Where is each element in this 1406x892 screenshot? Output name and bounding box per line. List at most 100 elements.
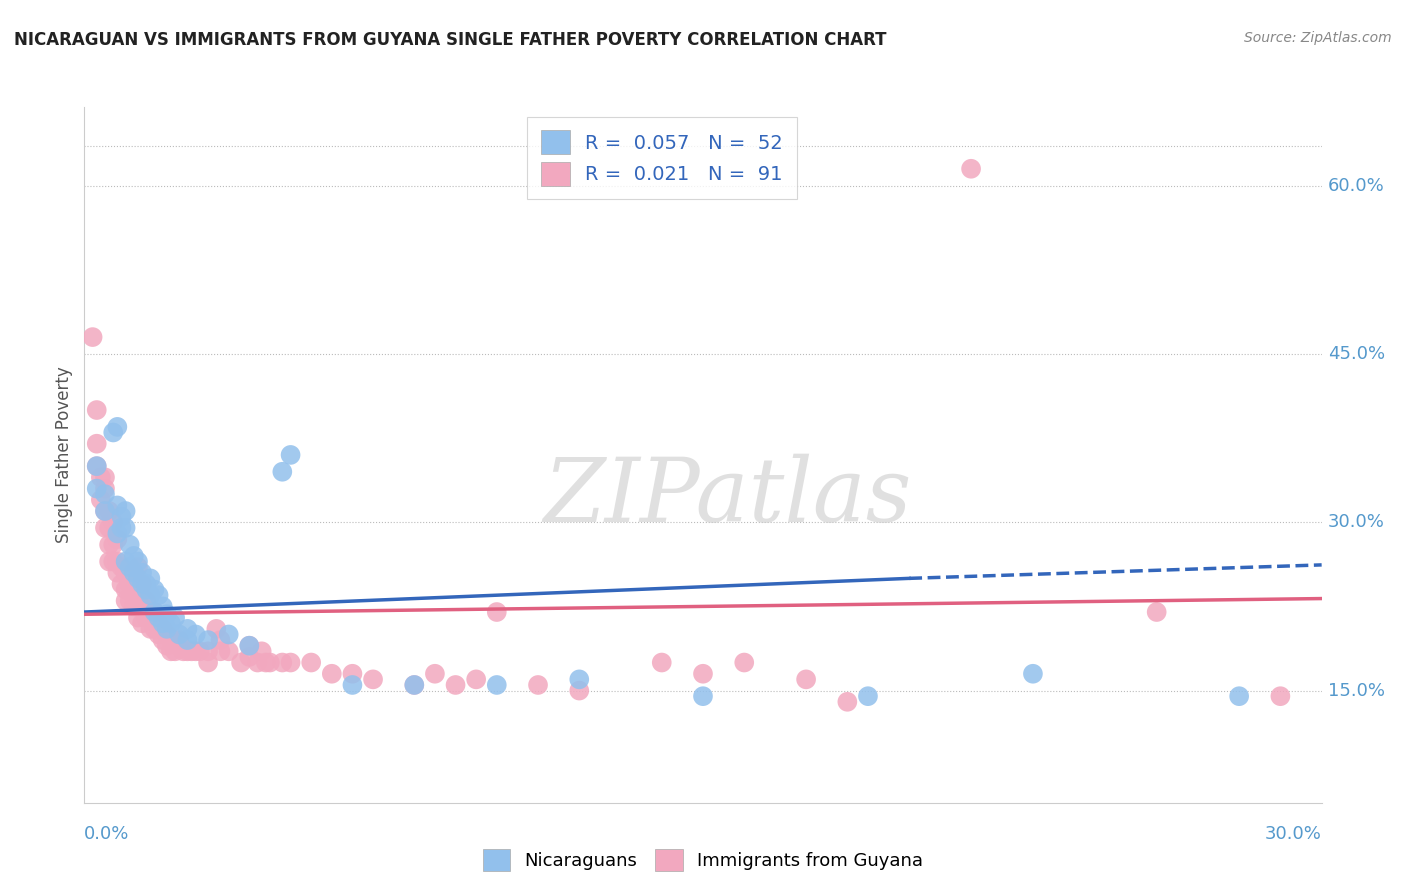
Point [122, 588, 145, 602]
Point [184, 627, 207, 641]
Point [82, 330, 104, 344]
Point [172, 644, 194, 658]
Point [250, 644, 273, 658]
Point [122, 549, 145, 563]
Text: 15.0%: 15.0% [1327, 681, 1385, 699]
Point [103, 538, 125, 552]
Point [122, 599, 145, 614]
Point [152, 622, 174, 636]
Point [160, 616, 183, 631]
Point [122, 566, 145, 580]
Point [361, 673, 384, 687]
Point [165, 610, 187, 624]
Point [218, 644, 240, 658]
Point [271, 656, 294, 670]
Point [94, 521, 117, 535]
Point [127, 560, 149, 574]
Point [485, 678, 508, 692]
Point [176, 633, 198, 648]
Point [280, 448, 302, 462]
Point [103, 555, 125, 569]
Point [188, 644, 211, 658]
Point [105, 420, 128, 434]
Point [131, 616, 153, 631]
Point [143, 582, 166, 597]
Point [180, 644, 202, 658]
Point [114, 555, 136, 569]
Point [229, 656, 252, 670]
Point [94, 504, 117, 518]
Point [342, 678, 364, 692]
Point [259, 656, 281, 670]
Text: 30.0%: 30.0% [1327, 513, 1385, 532]
Point [135, 610, 157, 624]
Point [1227, 689, 1250, 703]
Point [110, 560, 132, 574]
Point [86, 459, 108, 474]
Point [176, 644, 198, 658]
Point [135, 577, 157, 591]
Point [404, 678, 426, 692]
Point [271, 465, 294, 479]
Point [246, 656, 269, 670]
Point [152, 633, 174, 648]
Point [131, 577, 153, 591]
Point [238, 639, 260, 653]
Point [733, 656, 755, 670]
Y-axis label: Single Father Poverty: Single Father Poverty [55, 367, 73, 543]
Point [131, 599, 153, 614]
Point [86, 403, 108, 417]
Point [423, 666, 446, 681]
Point [114, 594, 136, 608]
Text: 60.0%: 60.0% [1327, 177, 1385, 194]
Point [485, 605, 508, 619]
Point [118, 560, 141, 574]
Text: NICARAGUAN VS IMMIGRANTS FROM GUYANA SINGLE FATHER POVERTY CORRELATION CHART: NICARAGUAN VS IMMIGRANTS FROM GUYANA SIN… [14, 31, 887, 49]
Point [127, 610, 149, 624]
Point [139, 605, 162, 619]
Point [167, 627, 190, 641]
Point [110, 509, 132, 524]
Point [143, 622, 166, 636]
Point [238, 649, 260, 664]
Point [114, 521, 136, 535]
Point [794, 673, 817, 687]
Point [98, 555, 121, 569]
Point [86, 459, 108, 474]
Point [444, 678, 467, 692]
Point [254, 656, 277, 670]
Point [165, 644, 187, 658]
Point [197, 644, 219, 658]
Point [131, 566, 153, 580]
Point [105, 566, 128, 580]
Point [86, 436, 108, 450]
Point [143, 605, 166, 619]
Point [837, 695, 859, 709]
Point [856, 689, 879, 703]
Point [156, 639, 179, 653]
Point [1270, 689, 1292, 703]
Point [103, 515, 125, 529]
Point [105, 555, 128, 569]
Point [176, 622, 198, 636]
Point [135, 582, 157, 597]
Point [114, 566, 136, 580]
Point [197, 633, 219, 648]
Point [118, 577, 141, 591]
Point [156, 622, 179, 636]
Point [692, 666, 714, 681]
Point [692, 689, 714, 703]
Legend: Nicaraguans, Immigrants from Guyana: Nicaraguans, Immigrants from Guyana [475, 842, 931, 879]
Point [105, 526, 128, 541]
Point [152, 616, 174, 631]
Point [160, 633, 183, 648]
Point [86, 482, 108, 496]
Point [114, 582, 136, 597]
Point [167, 633, 190, 648]
Point [205, 622, 228, 636]
Point [94, 470, 117, 484]
Text: 0.0%: 0.0% [84, 825, 129, 843]
Point [98, 504, 121, 518]
Point [131, 577, 153, 591]
Point [94, 482, 117, 496]
